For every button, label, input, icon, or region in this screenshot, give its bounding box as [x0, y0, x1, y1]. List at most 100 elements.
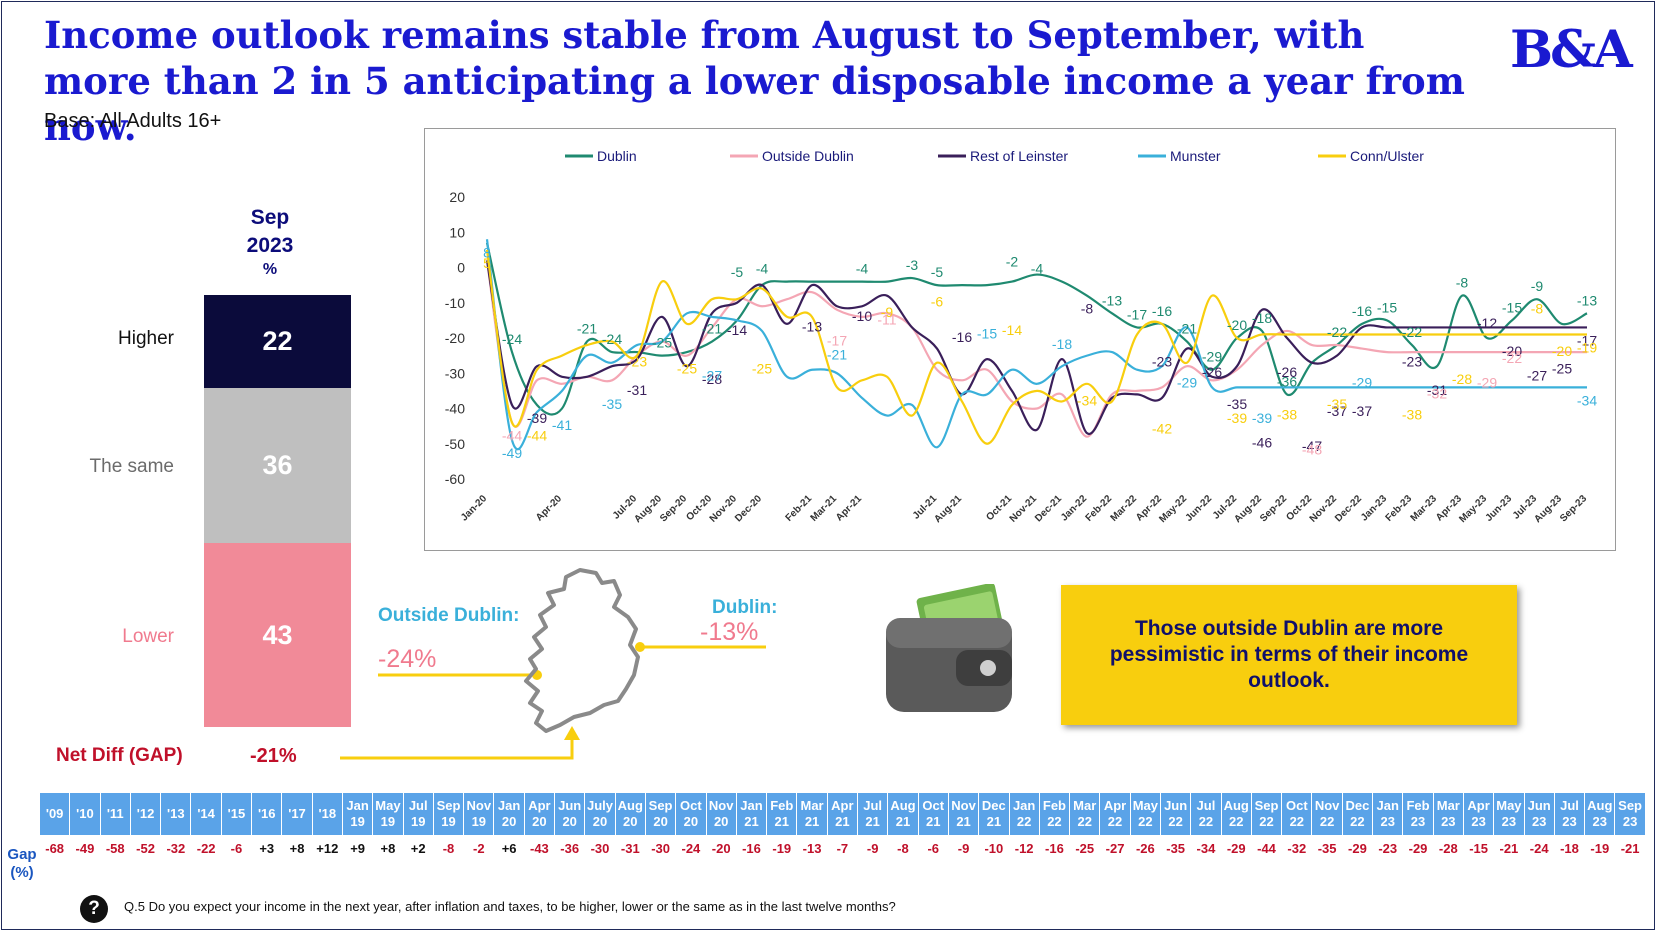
data-label: -21 — [702, 321, 722, 337]
legend-label: Munster — [1170, 148, 1221, 164]
data-label: -6 — [931, 294, 944, 310]
x-tick-label: Aug-23 — [1532, 493, 1564, 525]
data-label: -22 — [1402, 324, 1422, 340]
gap-header-period: Jun — [558, 798, 582, 813]
gap-header-period: Apr — [831, 798, 854, 813]
data-label: -20 — [1502, 343, 1522, 359]
x-tick-label: Mar-23 — [1409, 493, 1440, 524]
data-label: -17 — [827, 332, 847, 348]
gap-header-period: Mar — [1436, 798, 1460, 813]
data-label: -21 — [1177, 321, 1197, 337]
period-unit: % — [262, 261, 278, 278]
gap-header-period: Oct — [680, 798, 702, 813]
gap-value-cell: -36 — [560, 841, 580, 856]
gap-header-cell: '18 — [312, 793, 342, 835]
series-line-dublin — [485, 242, 1588, 416]
data-label: -35 — [602, 396, 622, 412]
x-tick-label: Feb-23 — [1384, 493, 1415, 524]
pointer-dot — [635, 642, 645, 652]
gap-value-cell: -35 — [1317, 841, 1337, 856]
gap-value-cell: -16 — [1045, 841, 1064, 856]
gap-header-year: 19 — [471, 814, 487, 829]
gap-header-cell: Jan 19 — [342, 793, 373, 835]
gap-header-period: Jul — [1196, 798, 1216, 813]
gap-header-cell: Feb 22 — [1039, 793, 1070, 835]
x-tick-label: Jun-22 — [1184, 493, 1215, 524]
gap-value-cell: -21 — [1620, 841, 1640, 856]
gap-value-cell: -32 — [1287, 841, 1307, 856]
gap-header-year: 22 — [1259, 814, 1274, 829]
gap-header-period: Apr — [528, 798, 551, 813]
gap-header-cell: Jul 21 — [858, 793, 888, 835]
gap-header-cell: '12 — [130, 793, 161, 835]
gap-header-year: 22 — [1228, 814, 1244, 829]
data-label: -2 — [1006, 254, 1019, 270]
line-chart-panel: 20 10 0 -10 -20 -30 -40 -50 -60 Jan-20 Apr-20 Jul-2… — [424, 128, 1616, 551]
data-label: -21 — [827, 347, 847, 363]
net-diff-value: -21% — [250, 745, 297, 767]
gap-value-cell: -27 — [1105, 841, 1125, 856]
gap-header-period: May — [1496, 798, 1522, 813]
gap-header-year: 21 — [956, 814, 971, 829]
gap-value-cell: -9 — [957, 841, 970, 856]
data-label: -23 — [1152, 354, 1172, 370]
question-text: Q.5 Do you expect your income in the nex… — [124, 899, 896, 914]
gap-header-year: 20 — [713, 814, 729, 829]
gap-value-cell: -12 — [1014, 841, 1034, 856]
gap-header-cell: May 19 — [373, 793, 403, 835]
gap-value-cell: -49 — [75, 841, 95, 856]
gap-label: Gap (%) — [4, 846, 40, 882]
gap-value-cell: -23 — [1378, 841, 1398, 856]
data-label: -34 — [1077, 392, 1097, 408]
data-label: -8 — [1081, 301, 1094, 317]
period-year: 2023 — [246, 234, 294, 257]
gap-header-year: 23 — [1410, 814, 1426, 829]
gap-header-year: 21 — [926, 814, 941, 829]
gap-header-period: Dec — [981, 798, 1006, 813]
data-label: -35 — [1327, 396, 1347, 412]
gap-header-year: 21 — [865, 814, 880, 829]
segment-value: 36 — [262, 450, 293, 480]
data-label: -14 — [1002, 322, 1022, 338]
callout-box: Those outside Dublin are more pessimisti… — [1061, 585, 1517, 725]
data-label: -17 — [1577, 332, 1597, 348]
wallet-icon — [886, 584, 1012, 712]
gap-label-unit: (%) — [10, 864, 34, 881]
gap-header-cell: Feb 21 — [767, 793, 797, 835]
gap-header-cell: Jan 23 — [1373, 793, 1403, 835]
arrow-head — [564, 726, 580, 740]
gap-header-year: 22 — [1350, 814, 1365, 829]
gap-header-year: 22 — [1138, 814, 1153, 829]
stack-segment-lower: 43 — [204, 543, 351, 727]
gap-value-cell: -44 — [1257, 841, 1276, 856]
gap-header-cell: Apr 22 — [1100, 793, 1130, 835]
gap-header-year: 22 — [1289, 814, 1305, 829]
data-label: -13 — [802, 318, 822, 334]
gap-header-cell: Nov 21 — [948, 793, 979, 835]
y-tick-label: -10 — [445, 295, 465, 311]
gap-header-cell: Sep 23 — [1615, 793, 1645, 835]
data-label: -38 — [1277, 406, 1297, 422]
data-label: -24 — [502, 331, 522, 347]
gap-value-cell: -19 — [772, 841, 792, 856]
data-label: 5 — [483, 255, 491, 271]
slide-title: Income outlook remains stable from Augus… — [44, 13, 1465, 149]
gap-header-cell: Nov 22 — [1312, 793, 1342, 835]
gap-value-cell: -2 — [473, 841, 485, 856]
data-label: -46 — [1252, 435, 1272, 451]
data-label: -15 — [1377, 299, 1397, 315]
gap-value-cell: +6 — [501, 841, 517, 856]
gap-value-cell: -31 — [620, 841, 640, 856]
data-label: -39 — [1252, 410, 1272, 426]
question-icon: ? — [80, 895, 108, 923]
gap-header-year: 23 — [1531, 814, 1547, 829]
gap-header-period: Aug — [617, 798, 643, 813]
x-tick-label: Sep-22 — [1258, 493, 1289, 524]
gap-header-year: 23 — [1562, 814, 1577, 829]
data-label: -44 — [527, 428, 547, 444]
gap-header-period: Jan — [1012, 798, 1036, 813]
gap-header-cell: Aug 23 — [1585, 793, 1615, 835]
gap-header-period: Feb — [1042, 798, 1066, 813]
gap-header-cell: '09 — [40, 793, 70, 835]
gap-value-cell: +2 — [410, 841, 426, 856]
